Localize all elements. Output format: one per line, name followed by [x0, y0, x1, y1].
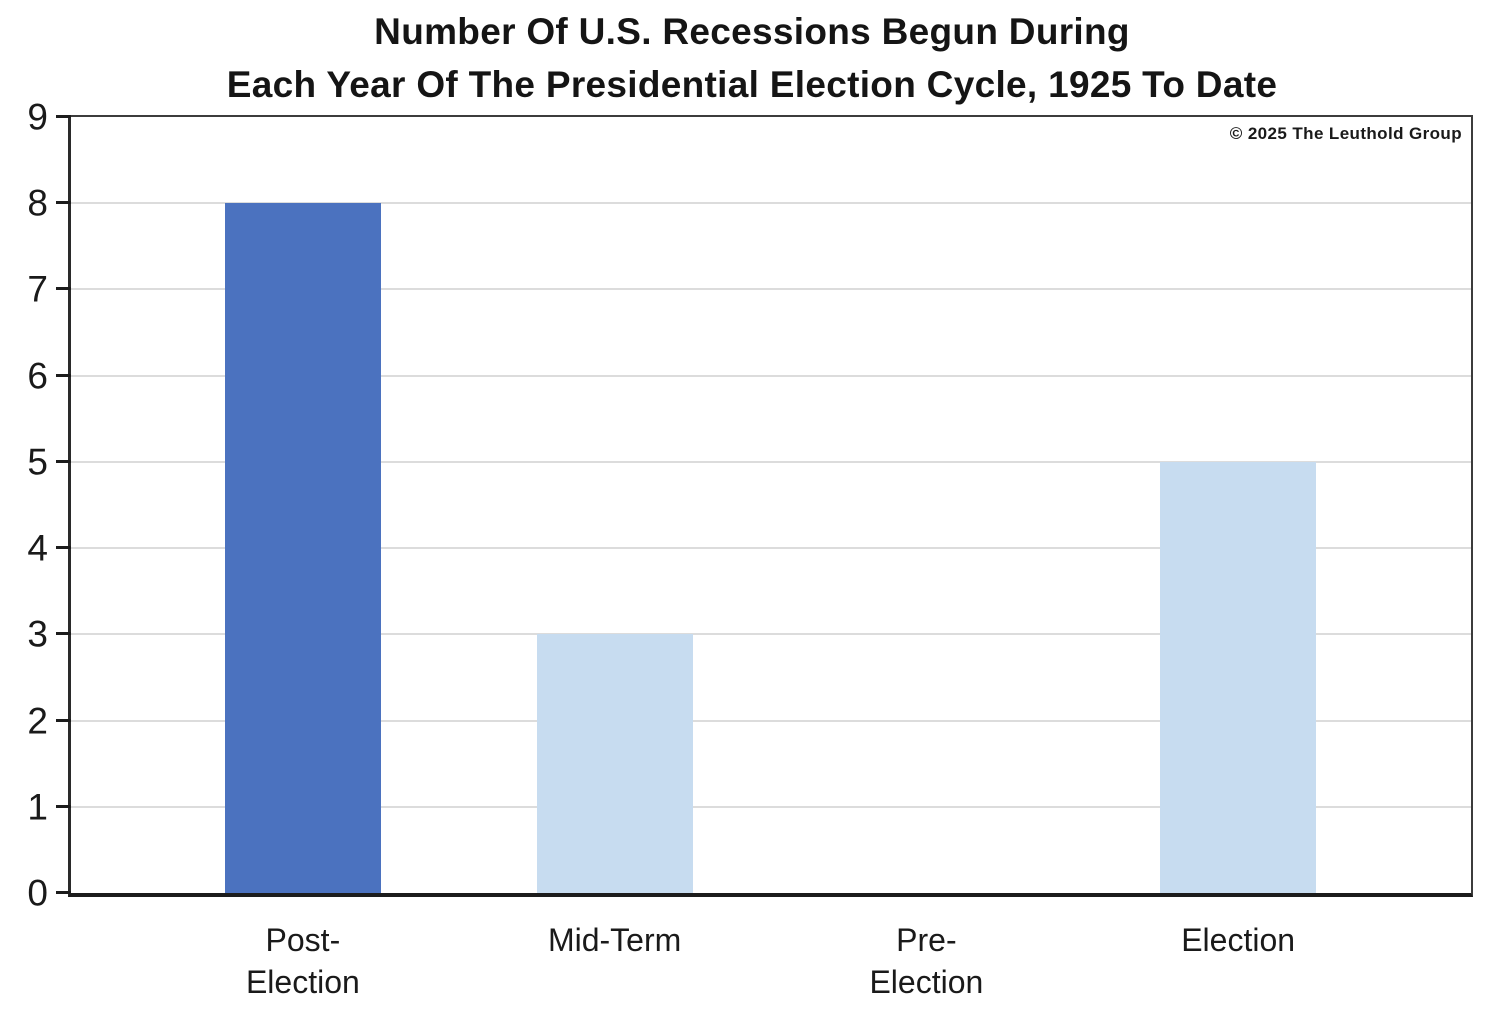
gridline-y1: [71, 805, 1471, 808]
y-tick-label-3: 3: [27, 613, 48, 655]
bar-column: [147, 117, 459, 893]
bars-layer: [147, 117, 1394, 893]
chart-title-line2: Each Year Of The Presidential Election C…: [226, 63, 1278, 105]
y-tick-label-7: 7: [27, 268, 48, 310]
chart-title: Number Of U.S. Recessions Begun During E…: [0, 6, 1504, 111]
copyright-notice: © 2025 The Leuthold Group: [1229, 124, 1462, 143]
y-tick-mark-5: [56, 459, 71, 463]
gridline-y4: [71, 547, 1471, 550]
chart-title-line1: Number Of U.S. Recessions Begun During: [374, 11, 1130, 52]
x-axis-label: Pre- Election: [869, 922, 984, 1001]
x-axis-label: Post- Election: [245, 922, 360, 1001]
y-tick-mark-7: [56, 287, 71, 291]
y-tick-mark-4: [56, 546, 71, 550]
gridline-y2: [71, 719, 1471, 722]
y-tick-label-2: 2: [27, 700, 48, 742]
plot-area: © 2025 The Leuthold Group 0 1 2 3 4 5 6 7 8 9 Pos…: [27, 99, 1473, 1000]
gridline-y6: [71, 374, 1471, 377]
bar-election: [1160, 461, 1317, 893]
y-tick-label-1: 1: [27, 786, 48, 828]
y-tick-label-5: 5: [27, 441, 48, 483]
gridline-y3: [71, 633, 1471, 636]
y-tick-mark-3: [56, 632, 71, 636]
y-tick-label-4: 4: [27, 527, 48, 569]
bar-mid-term: [536, 634, 693, 893]
y-tick-mark-6: [56, 373, 71, 377]
y-tick-mark-0: [56, 891, 71, 894]
bar-column: [1082, 117, 1394, 893]
y-tick-label-9: 9: [27, 96, 48, 138]
gridline-y7: [71, 288, 1471, 291]
y-tick-label-0: 0: [27, 872, 48, 914]
y-tick-label-8: 8: [27, 182, 48, 224]
y-tick-mark-2: [56, 718, 71, 722]
bar-column: [771, 117, 1083, 893]
bar-column: [459, 117, 771, 893]
gridline-y8: [71, 202, 1471, 205]
y-tick-mark-9: [56, 115, 71, 118]
bar-post-election: [224, 203, 381, 893]
y-tick-label-6: 6: [27, 355, 48, 397]
y-tick-mark-1: [56, 804, 71, 808]
x-axis-label: Election: [1181, 922, 1296, 958]
y-tick-mark-8: [56, 201, 71, 205]
gridline-y5: [71, 460, 1471, 463]
x-axis-label: Mid-Term: [547, 922, 682, 958]
x-axis-labels: Post- Election Mid-Term Pre- Election Elect…: [147, 893, 1394, 1003]
